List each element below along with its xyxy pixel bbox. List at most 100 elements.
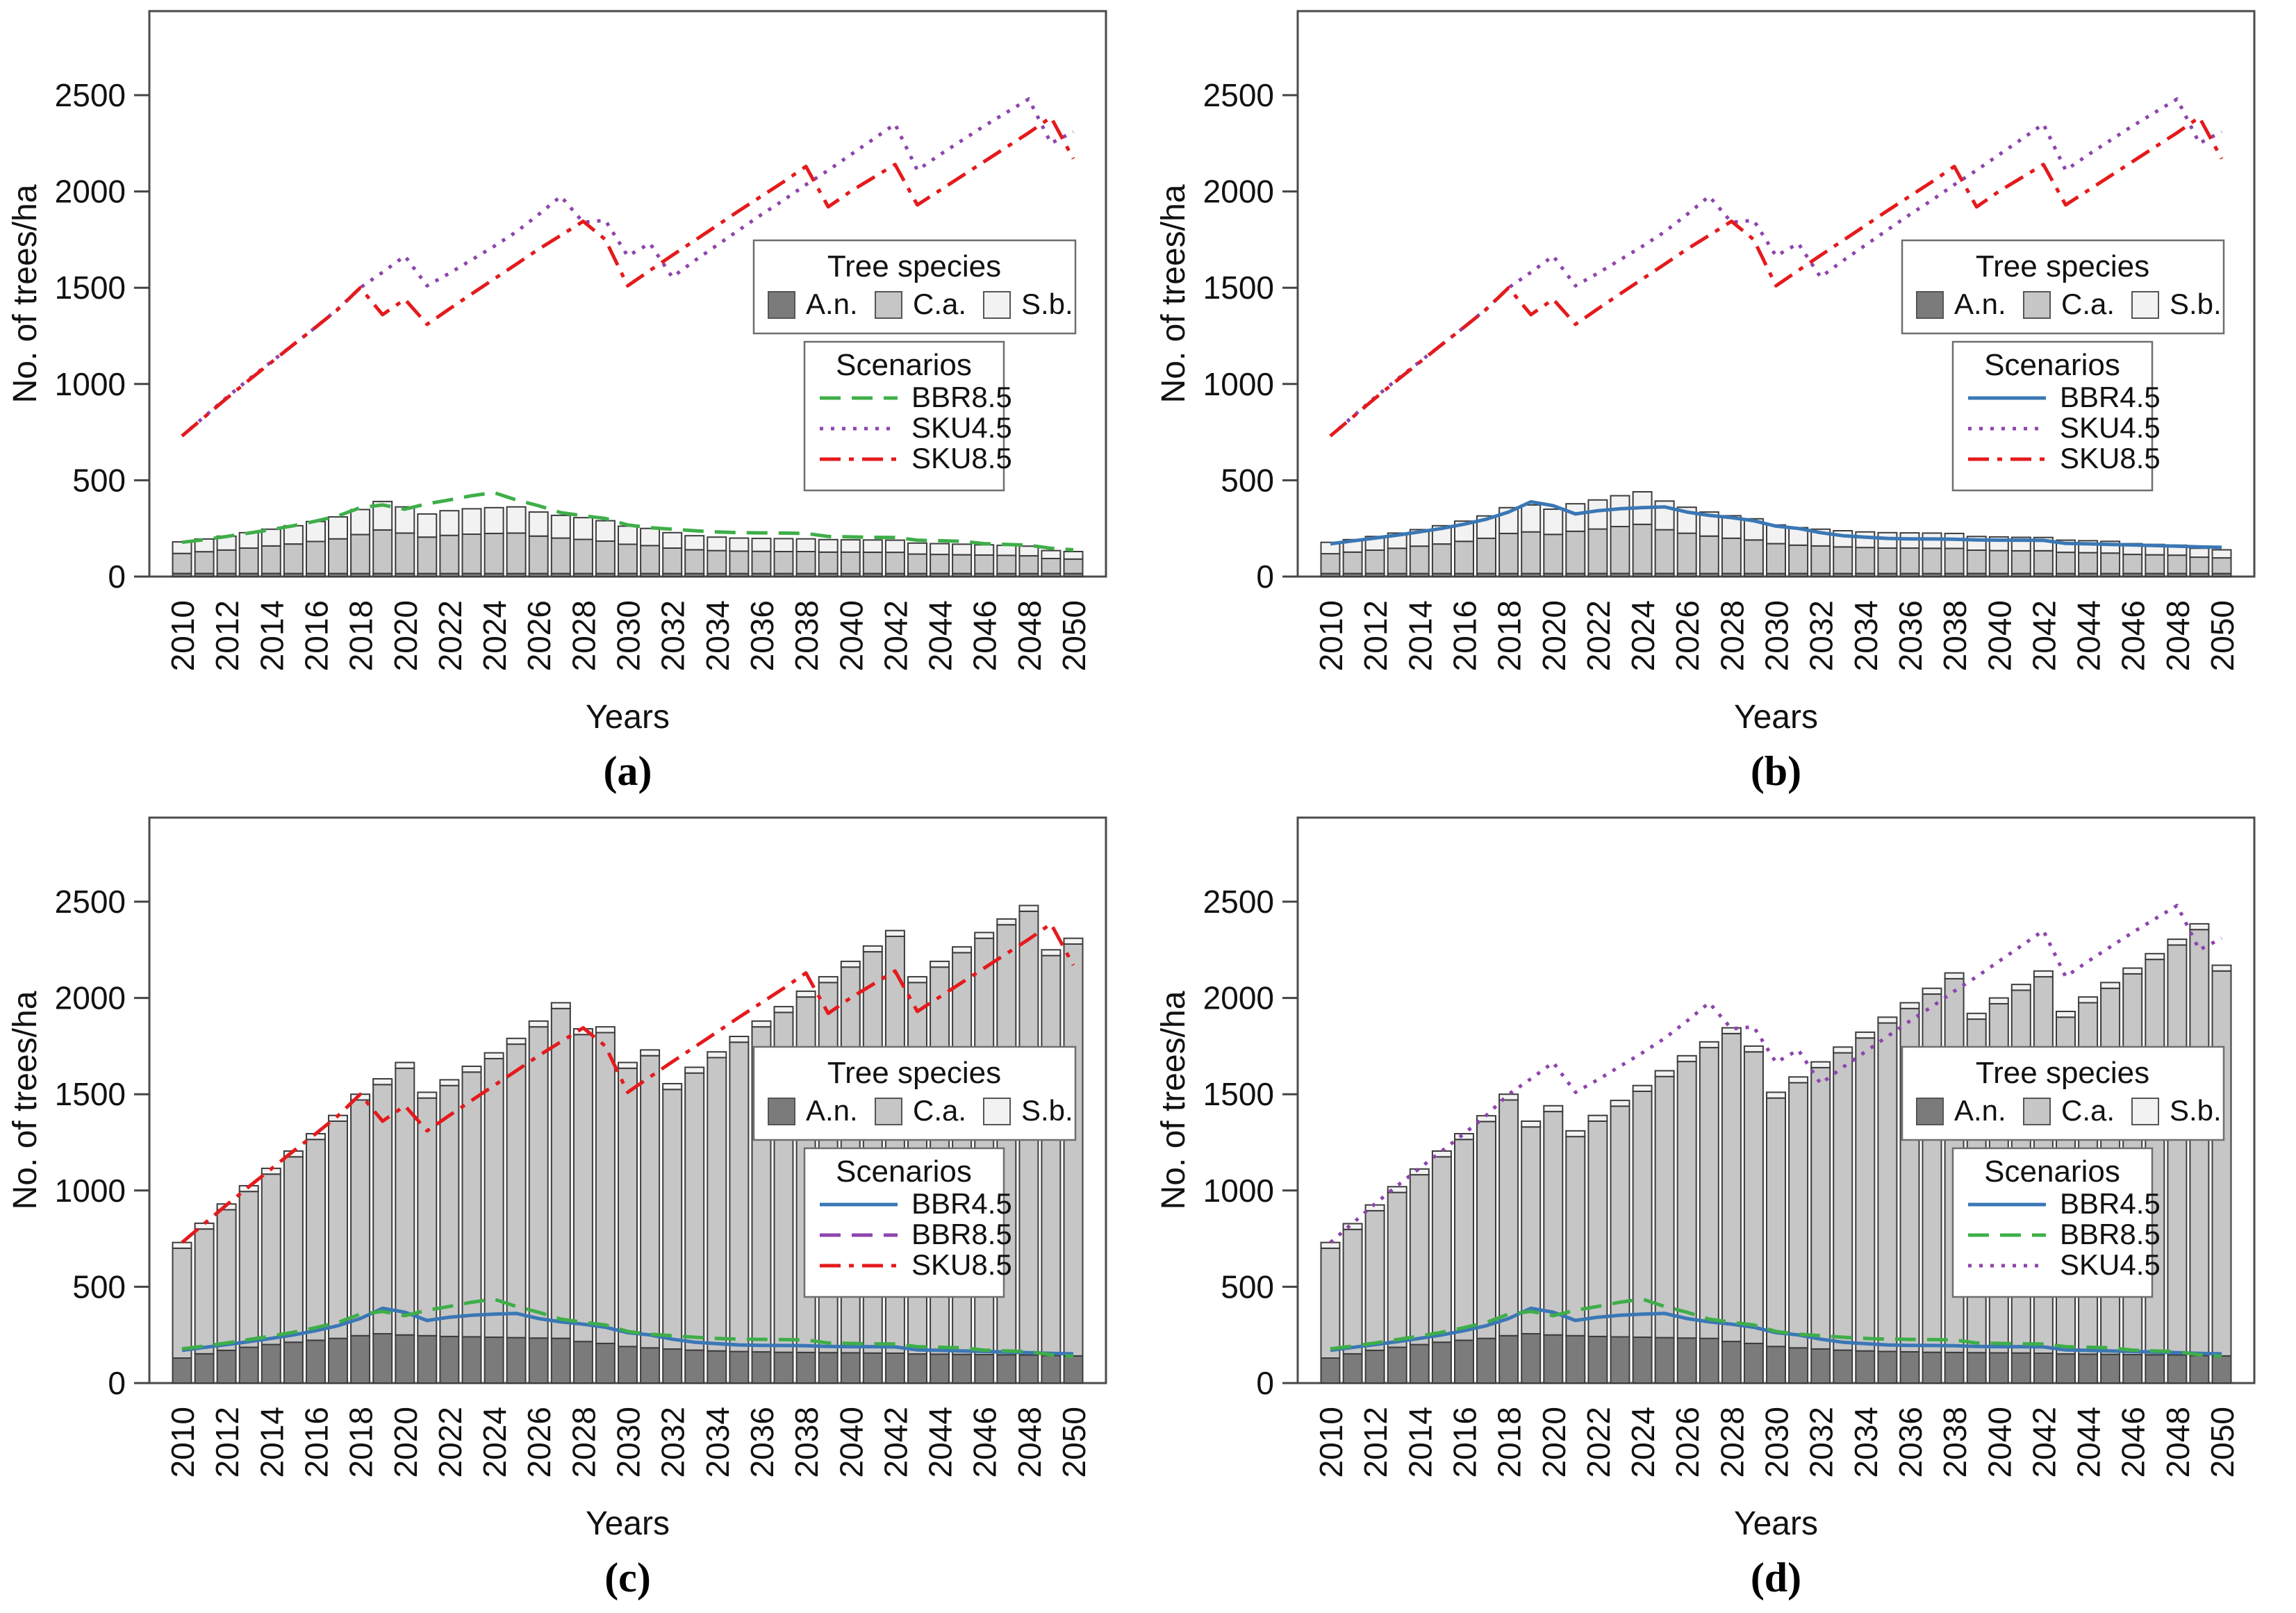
x-tick-label: 2020: [1536, 600, 1572, 671]
y-tick-label: 1500: [55, 1076, 126, 1112]
bar-segment: [194, 1222, 215, 1230]
bar-segment: [1788, 1347, 1809, 1384]
bar-segment: [350, 533, 371, 574]
bar-segment: [1899, 547, 1920, 574]
bar-segment: [2167, 944, 2188, 1356]
bar-segment: [1966, 1012, 1987, 1020]
x-tick-label: 2044: [2071, 600, 2107, 671]
bar-segment: [662, 1083, 683, 1091]
bar-segment: [1587, 499, 1608, 530]
bar-segment: [1565, 530, 1586, 574]
x-tick-label: 2042: [2026, 1407, 2062, 1478]
bar-segment: [2167, 938, 2188, 946]
bar-segment: [372, 529, 393, 574]
bar-segment: [1743, 1342, 1764, 1384]
bar-segment: [2056, 1011, 2076, 1018]
x-tick-label: 2030: [1759, 600, 1795, 671]
bar-segment: [2056, 552, 2076, 574]
x-tick-label: 2028: [1714, 600, 1750, 671]
bar-segment: [1498, 1099, 1519, 1337]
x-tick-label: 2014: [1402, 1407, 1438, 1478]
bar-segment: [684, 549, 705, 574]
bar-segment: [1521, 1333, 1542, 1384]
bar-segment: [506, 532, 527, 574]
bar-segment: [618, 543, 638, 574]
bar-segment: [640, 527, 661, 547]
bar-segment: [773, 1006, 794, 1014]
bar-segment: [238, 547, 259, 574]
y-tick-label: 2500: [55, 884, 126, 920]
bar-segment: [528, 535, 549, 574]
bar-segment: [907, 976, 927, 984]
scenario-key-label: SKU8.5: [2060, 442, 2161, 474]
x-tick-label: 2032: [1803, 1407, 1840, 1478]
bar-segment: [773, 1351, 794, 1384]
bar-segment: [2145, 1354, 2165, 1384]
panel-c: 0 500 1000 1500 2000 2500 2010 2012 2014 2016 2018…: [0, 806, 1148, 1613]
line-BBR8.5: [181, 1297, 1074, 1358]
y-tick-label: 1000: [55, 366, 126, 402]
x-tick-label: 2022: [1580, 1407, 1617, 1478]
bar-segment: [283, 1156, 304, 1343]
x-tick-label: 2026: [1669, 1407, 1706, 1478]
x-axis-title: Years: [1734, 699, 1818, 736]
x-axis-title: Years: [586, 1505, 670, 1542]
x-tick-label: 2050: [1056, 1407, 1092, 1478]
bar-segment: [484, 1052, 504, 1059]
species-key-label: S.b.: [1021, 288, 1073, 320]
bar-segment: [1521, 531, 1542, 574]
bar-segment: [1966, 549, 1987, 574]
bar-segment: [1988, 1352, 2009, 1384]
bar-segment: [795, 538, 816, 553]
bar-segment: [818, 1352, 839, 1384]
line-SKU8.5: [181, 115, 1075, 438]
species-key-swatch: [2131, 291, 2159, 319]
bar-segment: [1654, 1337, 1675, 1384]
bar-segment: [884, 1353, 905, 1384]
scenarios-legend-box: [803, 340, 1005, 492]
x-tick-label: 2012: [209, 1407, 245, 1478]
species-key-label: C.a.: [913, 1094, 966, 1127]
bar-segment: [930, 960, 950, 968]
x-tick-label: 2022: [432, 1407, 468, 1478]
bar-segment: [194, 538, 215, 553]
scenario-key-label: BBR4.5: [2060, 1187, 2161, 1220]
bar-segment: [1565, 503, 1586, 532]
bar-segment: [952, 543, 973, 556]
bar-segment: [2145, 554, 2165, 574]
bar-segment: [1988, 549, 2009, 574]
x-tick-label: 2026: [1669, 600, 1706, 671]
x-tick-label: 2048: [1011, 1407, 1048, 1478]
chart-panel-d: 0 500 1000 1500 2000 2500 2010 2012 2014 2016 2018…: [1155, 816, 2256, 1542]
bar-segment: [172, 1248, 192, 1359]
bar-segment: [1342, 1228, 1363, 1355]
species-key-label: A.n.: [806, 288, 858, 320]
bar-segment: [662, 547, 683, 574]
bar-segment: [1721, 1341, 1742, 1384]
bar-segment: [2211, 549, 2232, 559]
bar-segment: [684, 1349, 705, 1384]
species-key-label: S.b.: [1021, 1094, 1073, 1127]
bar-segment: [707, 1350, 727, 1384]
panel-d-caption: (d): [1750, 1555, 1802, 1600]
line-SKU4.5: [181, 97, 1075, 438]
bar-segment: [618, 1061, 638, 1069]
bar-segment: [930, 554, 950, 574]
bar-segment: [261, 1173, 281, 1346]
x-tick-label: 2014: [254, 1407, 290, 1478]
x-tick-label: 2032: [655, 600, 691, 671]
species-legend-box: [752, 1045, 1077, 1141]
bar-segment: [261, 1343, 281, 1384]
y-tick-label: 500: [1221, 1268, 1274, 1305]
bar-segment: [1766, 1091, 1786, 1099]
bar-segment: [729, 537, 750, 552]
bar-segment: [306, 1139, 326, 1341]
x-tick-label: 2040: [1981, 600, 2017, 671]
x-tick-label: 2042: [877, 600, 914, 671]
bar-segment: [1498, 532, 1519, 574]
bar-segment: [952, 1353, 973, 1384]
bar-segment: [506, 1337, 527, 1384]
bar-segment: [1855, 531, 1876, 549]
bar-segment: [729, 1036, 750, 1043]
x-tick-label: 2018: [1492, 600, 1528, 671]
